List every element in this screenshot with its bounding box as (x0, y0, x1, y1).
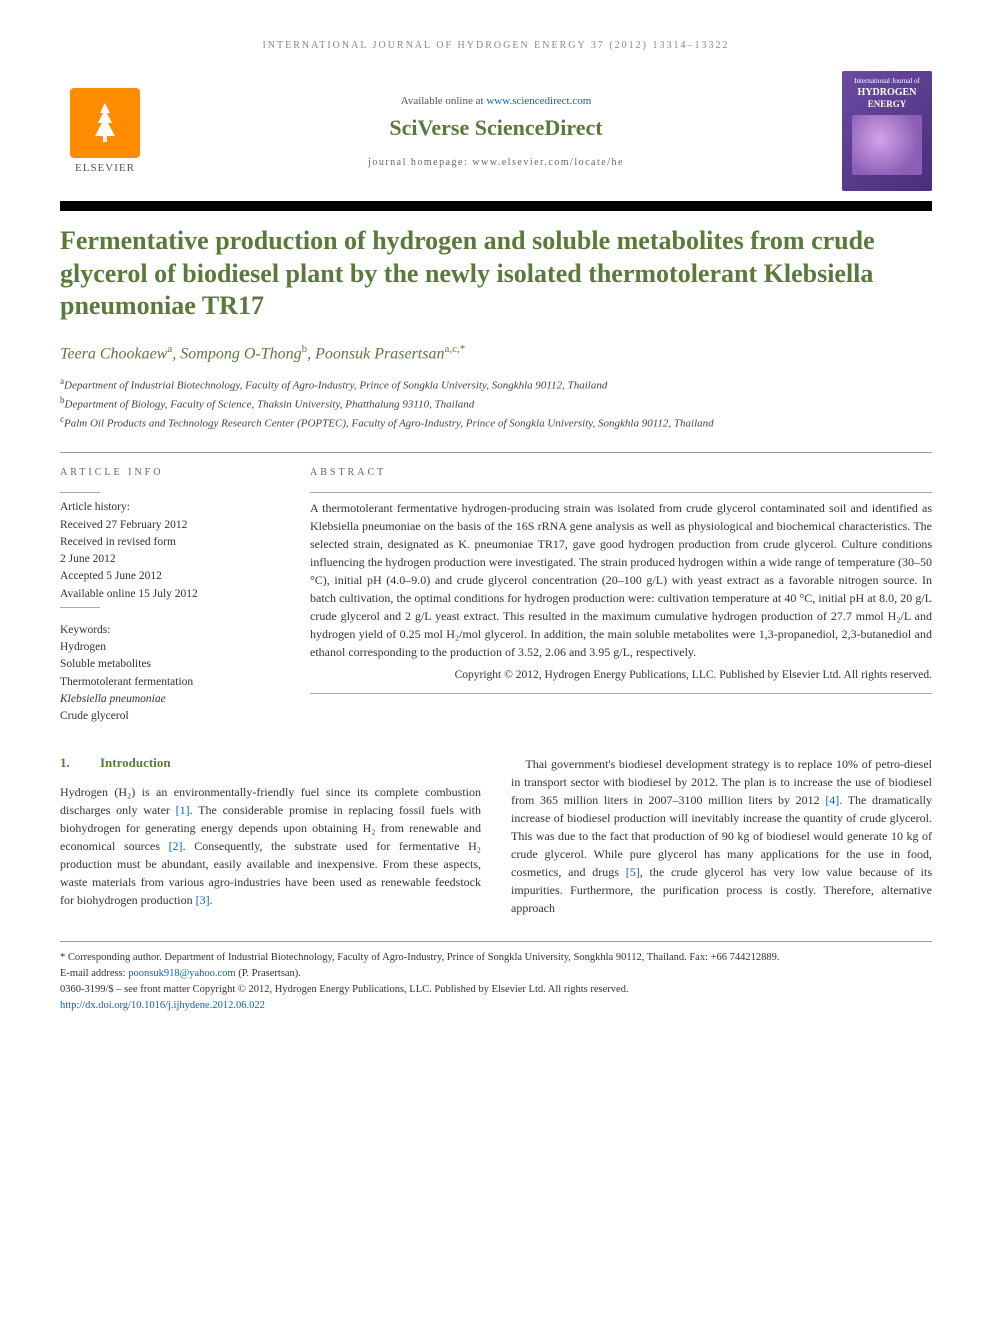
abstract-column: ABSTRACT A thermotolerant fermentative h… (310, 467, 932, 725)
abstract-label: ABSTRACT (310, 467, 932, 478)
sciverse-logo: SciVerse ScienceDirect (150, 115, 842, 141)
available-prefix: Available online at (401, 95, 487, 107)
email-label: E-mail address: (60, 968, 128, 979)
accepted-date: Accepted 5 June 2012 (60, 568, 280, 585)
available-online: Available online at www.sciencedirect.co… (150, 95, 842, 107)
citation-link[interactable]: [3] (196, 893, 210, 907)
body-column-left: 1.Introduction Hydrogen (H₂) is an envir… (60, 755, 481, 917)
doi-line: http://dx.doi.org/10.1016/j.ijhydene.201… (60, 998, 932, 1014)
section-number: 1. (60, 755, 100, 771)
elsevier-label: ELSEVIER (75, 162, 135, 174)
revised-label: Received in revised form (60, 534, 280, 551)
intro-paragraph-2: Thai government's biodiesel development … (511, 755, 932, 917)
black-divider-bar (60, 201, 932, 211)
copyright: Copyright © 2012, Hydrogen Energy Public… (310, 667, 932, 683)
online-date: Available online 15 July 2012 (60, 586, 280, 603)
citation-link[interactable]: [1] (176, 803, 190, 817)
mini-divider (310, 492, 932, 493)
homepage-url[interactable]: www.elsevier.com/locate/he (472, 157, 624, 168)
journal-cover: International Journal of HYDROGEN ENERGY (842, 71, 932, 191)
affiliation-b: bDepartment of Biology, Faculty of Scien… (60, 394, 932, 413)
citation-link[interactable]: [4] (825, 793, 839, 807)
footnotes: * Corresponding author. Department of In… (60, 941, 932, 1013)
homepage-prefix: journal homepage: (368, 157, 472, 168)
email-link[interactable]: poonsuk918@yahoo.com (128, 968, 235, 979)
history-label: Article history: (60, 499, 280, 516)
citation-link[interactable]: [5] (626, 865, 640, 879)
info-abstract-row: ARTICLE INFO Article history: Received 2… (60, 467, 932, 725)
article-info-column: ARTICLE INFO Article history: Received 2… (60, 467, 280, 725)
keyword: Klebsiella pneumoniae (60, 691, 280, 708)
issn-copyright: 0360-3199/$ – see front matter Copyright… (60, 982, 932, 998)
affiliation-a: aDepartment of Industrial Biotechnology,… (60, 375, 932, 394)
affiliation-c: cPalm Oil Products and Technology Resear… (60, 413, 932, 432)
elsevier-tree-icon (70, 88, 140, 158)
email-suffix: (P. Prasertsan). (236, 968, 301, 979)
keyword: Hydrogen (60, 639, 280, 656)
citation-link[interactable]: [2] (169, 839, 183, 853)
cover-image (852, 115, 922, 175)
cover-line3: ENERGY (868, 99, 907, 109)
mini-divider (60, 492, 100, 493)
mini-divider (60, 607, 100, 608)
affiliations: aDepartment of Industrial Biotechnology,… (60, 375, 932, 432)
keywords-label: Keywords: (60, 622, 280, 639)
doi-link[interactable]: http://dx.doi.org/10.1016/j.ijhydene.201… (60, 1000, 265, 1011)
divider (60, 452, 932, 453)
journal-homepage: journal homepage: www.elsevier.com/locat… (150, 157, 842, 168)
section-heading-introduction: 1.Introduction (60, 755, 481, 771)
keyword: Thermotolerant fermentation (60, 674, 280, 691)
body-column-right: Thai government's biodiesel development … (511, 755, 932, 917)
elsevier-logo: ELSEVIER (60, 81, 150, 181)
intro-paragraph-1: Hydrogen (H₂) is an environmentally-frie… (60, 783, 481, 909)
section-title: Introduction (100, 755, 171, 770)
banner-center: Available online at www.sciencedirect.co… (150, 95, 842, 168)
cover-line2: HYDROGEN (858, 87, 917, 98)
email-line: E-mail address: poonsuk918@yahoo.com (P.… (60, 966, 932, 982)
cover-line1: International Journal of (854, 77, 920, 85)
keyword: Soluble metabolites (60, 656, 280, 673)
article-info-label: ARTICLE INFO (60, 467, 280, 478)
authors: Teera Chookaewa, Sompong O-Thongb, Poons… (60, 343, 932, 363)
revised-date: 2 June 2012 (60, 551, 280, 568)
mini-divider (310, 693, 932, 694)
keyword: Crude glycerol (60, 708, 280, 725)
received-date: Received 27 February 2012 (60, 517, 280, 534)
top-banner: ELSEVIER Available online at www.science… (60, 71, 932, 191)
corresponding-author: * Corresponding author. Department of In… (60, 950, 932, 966)
running-header: INTERNATIONAL JOURNAL OF HYDROGEN ENERGY… (60, 40, 932, 51)
sciencedirect-link[interactable]: www.sciencedirect.com (486, 95, 591, 107)
body-columns: 1.Introduction Hydrogen (H₂) is an envir… (60, 755, 932, 917)
article-history: Article history: Received 27 February 20… (60, 499, 280, 725)
article-title: Fermentative production of hydrogen and … (60, 225, 932, 323)
abstract-text: A thermotolerant fermentative hydrogen-p… (310, 499, 932, 661)
